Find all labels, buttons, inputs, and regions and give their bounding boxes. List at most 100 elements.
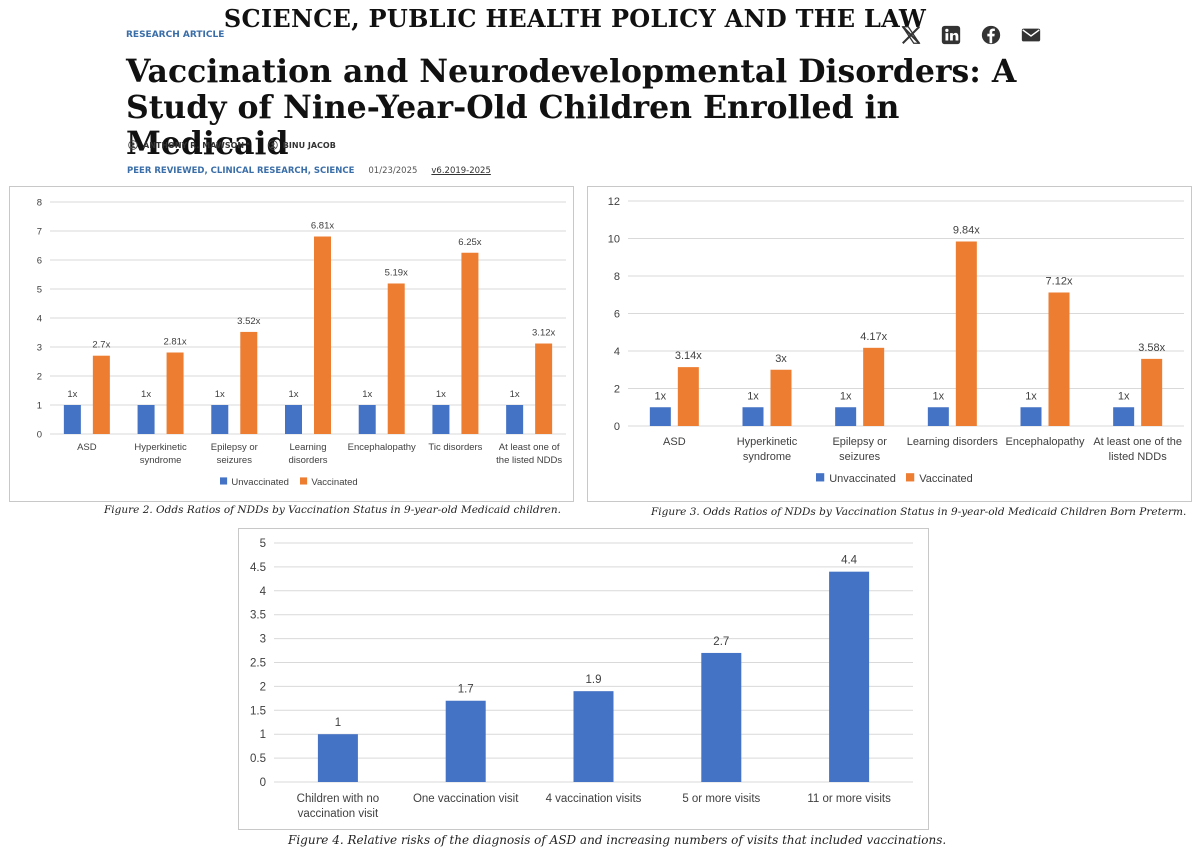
legend-label: Vaccinated [311, 477, 357, 488]
x-tick-label: vaccination visit [298, 808, 379, 820]
category-links[interactable]: PEER REVIEWED, CLINICAL RESEARCH, SCIENC… [127, 166, 355, 176]
bar [1113, 407, 1135, 426]
figure-4-caption: Figure 4. Relative risks of the diagnosi… [288, 833, 947, 847]
data-label: 3.14x [675, 350, 702, 362]
y-tick-label: 5 [37, 284, 42, 295]
y-tick-label: 1.5 [250, 705, 266, 717]
figure-2-chart-panel: 0 1 2 3 4 5 6 7 8 1x 2.7x ASD 1x 2.81x Hyperkinetic syn… [9, 186, 574, 502]
bar [285, 405, 302, 434]
x-tick-label: disorders [288, 455, 327, 466]
y-tick-label: 2 [37, 371, 42, 382]
bar [677, 367, 699, 426]
figure-4-chart: 0 0.5 1 1.5 2 2.5 3 3.5 4 4.5 5 1 Children with no va… [250, 538, 913, 820]
y-tick-label: 4.5 [250, 562, 266, 574]
bar [742, 407, 764, 426]
bar [92, 355, 110, 434]
data-label: 4.17x [860, 331, 887, 343]
social-share-bar [900, 24, 1042, 46]
y-tick-label: 8 [614, 271, 620, 283]
bar [535, 343, 553, 434]
x-tick-label: Encephalopathy [348, 442, 416, 453]
x-tick-label: At least one of [499, 442, 560, 453]
y-tick-label: 3 [37, 342, 42, 353]
y-tick-label: 2.5 [250, 658, 266, 670]
data-label: 1.7 [458, 684, 474, 696]
data-label: 1x [1118, 390, 1130, 402]
bar [1141, 358, 1163, 426]
legend-swatch [220, 477, 228, 485]
y-tick-label: 6 [614, 308, 620, 320]
x-tick-label: listed NDDs [1109, 451, 1168, 463]
bar [445, 700, 486, 782]
x-tick-label: seizures [839, 451, 880, 463]
data-label: 1 [335, 717, 341, 729]
author-name: ANTHONY R. MAWSON [143, 140, 245, 150]
article-title: Vaccination and Neurodevelopmental Disor… [126, 53, 1017, 162]
data-label: 1x [288, 389, 298, 400]
x-tick-label: Children with no [297, 793, 379, 805]
x-tick-label: Tic disorders [428, 442, 482, 453]
data-label: 1x [747, 390, 759, 402]
data-label: 1x [933, 390, 945, 402]
author-2[interactable]: BINU JACOB [268, 140, 336, 150]
legend-label: Unvaccinated [231, 477, 289, 488]
x-tick-label: ASD [77, 442, 97, 453]
legend-label: Vaccinated [919, 473, 973, 485]
legend-swatch [906, 473, 915, 482]
y-tick-label: 1 [37, 400, 42, 411]
data-label: 4.4 [841, 555, 858, 567]
bar [166, 352, 184, 434]
data-label: 3.52x [237, 316, 260, 327]
y-tick-label: 4 [37, 313, 42, 324]
bar [211, 405, 229, 434]
data-label: 6.25x [458, 237, 481, 248]
bar [432, 405, 450, 434]
data-label: 1x [655, 390, 667, 402]
x-tick-label: Epilepsy or [211, 442, 258, 453]
legend-label: Unvaccinated [829, 473, 896, 485]
x-tick-label: Hyperkinetic [134, 442, 187, 453]
y-tick-label: 0.5 [250, 753, 266, 765]
data-label: 2.7 [713, 636, 729, 648]
data-label: 1x [215, 389, 225, 400]
bar [461, 252, 479, 434]
x-tick-label: Encephalopathy [1006, 436, 1085, 448]
bar [829, 571, 870, 782]
bar [649, 407, 671, 426]
y-tick-label: 6 [37, 255, 42, 266]
bar [137, 405, 155, 434]
facebook-icon[interactable] [980, 24, 1002, 46]
figure-2-caption: Figure 2. Odds Ratios of NDDs by Vaccina… [104, 504, 561, 516]
data-label: 3x [775, 353, 787, 365]
figure-3-chart: 0 2 4 6 8 10 12 1x 3.14x ASD 1x 3x Hyperkinetic syndr… [608, 196, 1184, 485]
bar [573, 691, 614, 782]
figure-4-chart-panel: 0 0.5 1 1.5 2 2.5 3 3.5 4 4.5 5 1 Children with no va… [238, 528, 929, 830]
data-label: 1x [1025, 390, 1037, 402]
bar [506, 405, 524, 434]
figure-3-chart-panel: 0 2 4 6 8 10 12 1x 3.14x ASD 1x 3x Hyperkinetic syndr… [587, 186, 1192, 502]
data-label: 1x [67, 389, 77, 400]
data-label: 1x [436, 389, 446, 400]
linkedin-icon[interactable] [940, 24, 962, 46]
x-icon[interactable] [900, 24, 922, 46]
x-tick-label: 5 or more visits [682, 793, 760, 805]
x-tick-label: ASD [663, 436, 686, 448]
data-label: 1x [510, 389, 520, 400]
y-tick-label: 0 [260, 777, 266, 789]
bar [314, 236, 331, 434]
article-type-label[interactable]: RESEARCH ARTICLE [126, 30, 225, 40]
x-tick-label: seizures [217, 455, 253, 466]
data-label: 2.7x [92, 340, 110, 351]
bar [863, 347, 885, 426]
y-tick-label: 10 [608, 233, 620, 245]
bar [835, 407, 857, 426]
bar [701, 652, 742, 782]
version-link[interactable]: v6.2019-2025 [431, 166, 491, 176]
x-tick-label: syndrome [743, 451, 791, 463]
figure-3-caption: Figure 3. Odds Ratios of NDDs by Vaccina… [651, 506, 1187, 518]
x-tick-label: Hyperkinetic [737, 436, 798, 448]
author-1[interactable]: ANTHONY R. MAWSON * [128, 140, 250, 150]
author-list: ANTHONY R. MAWSON * BINU JACOB [128, 140, 336, 150]
bar [358, 405, 376, 434]
mail-icon[interactable] [1020, 24, 1042, 46]
